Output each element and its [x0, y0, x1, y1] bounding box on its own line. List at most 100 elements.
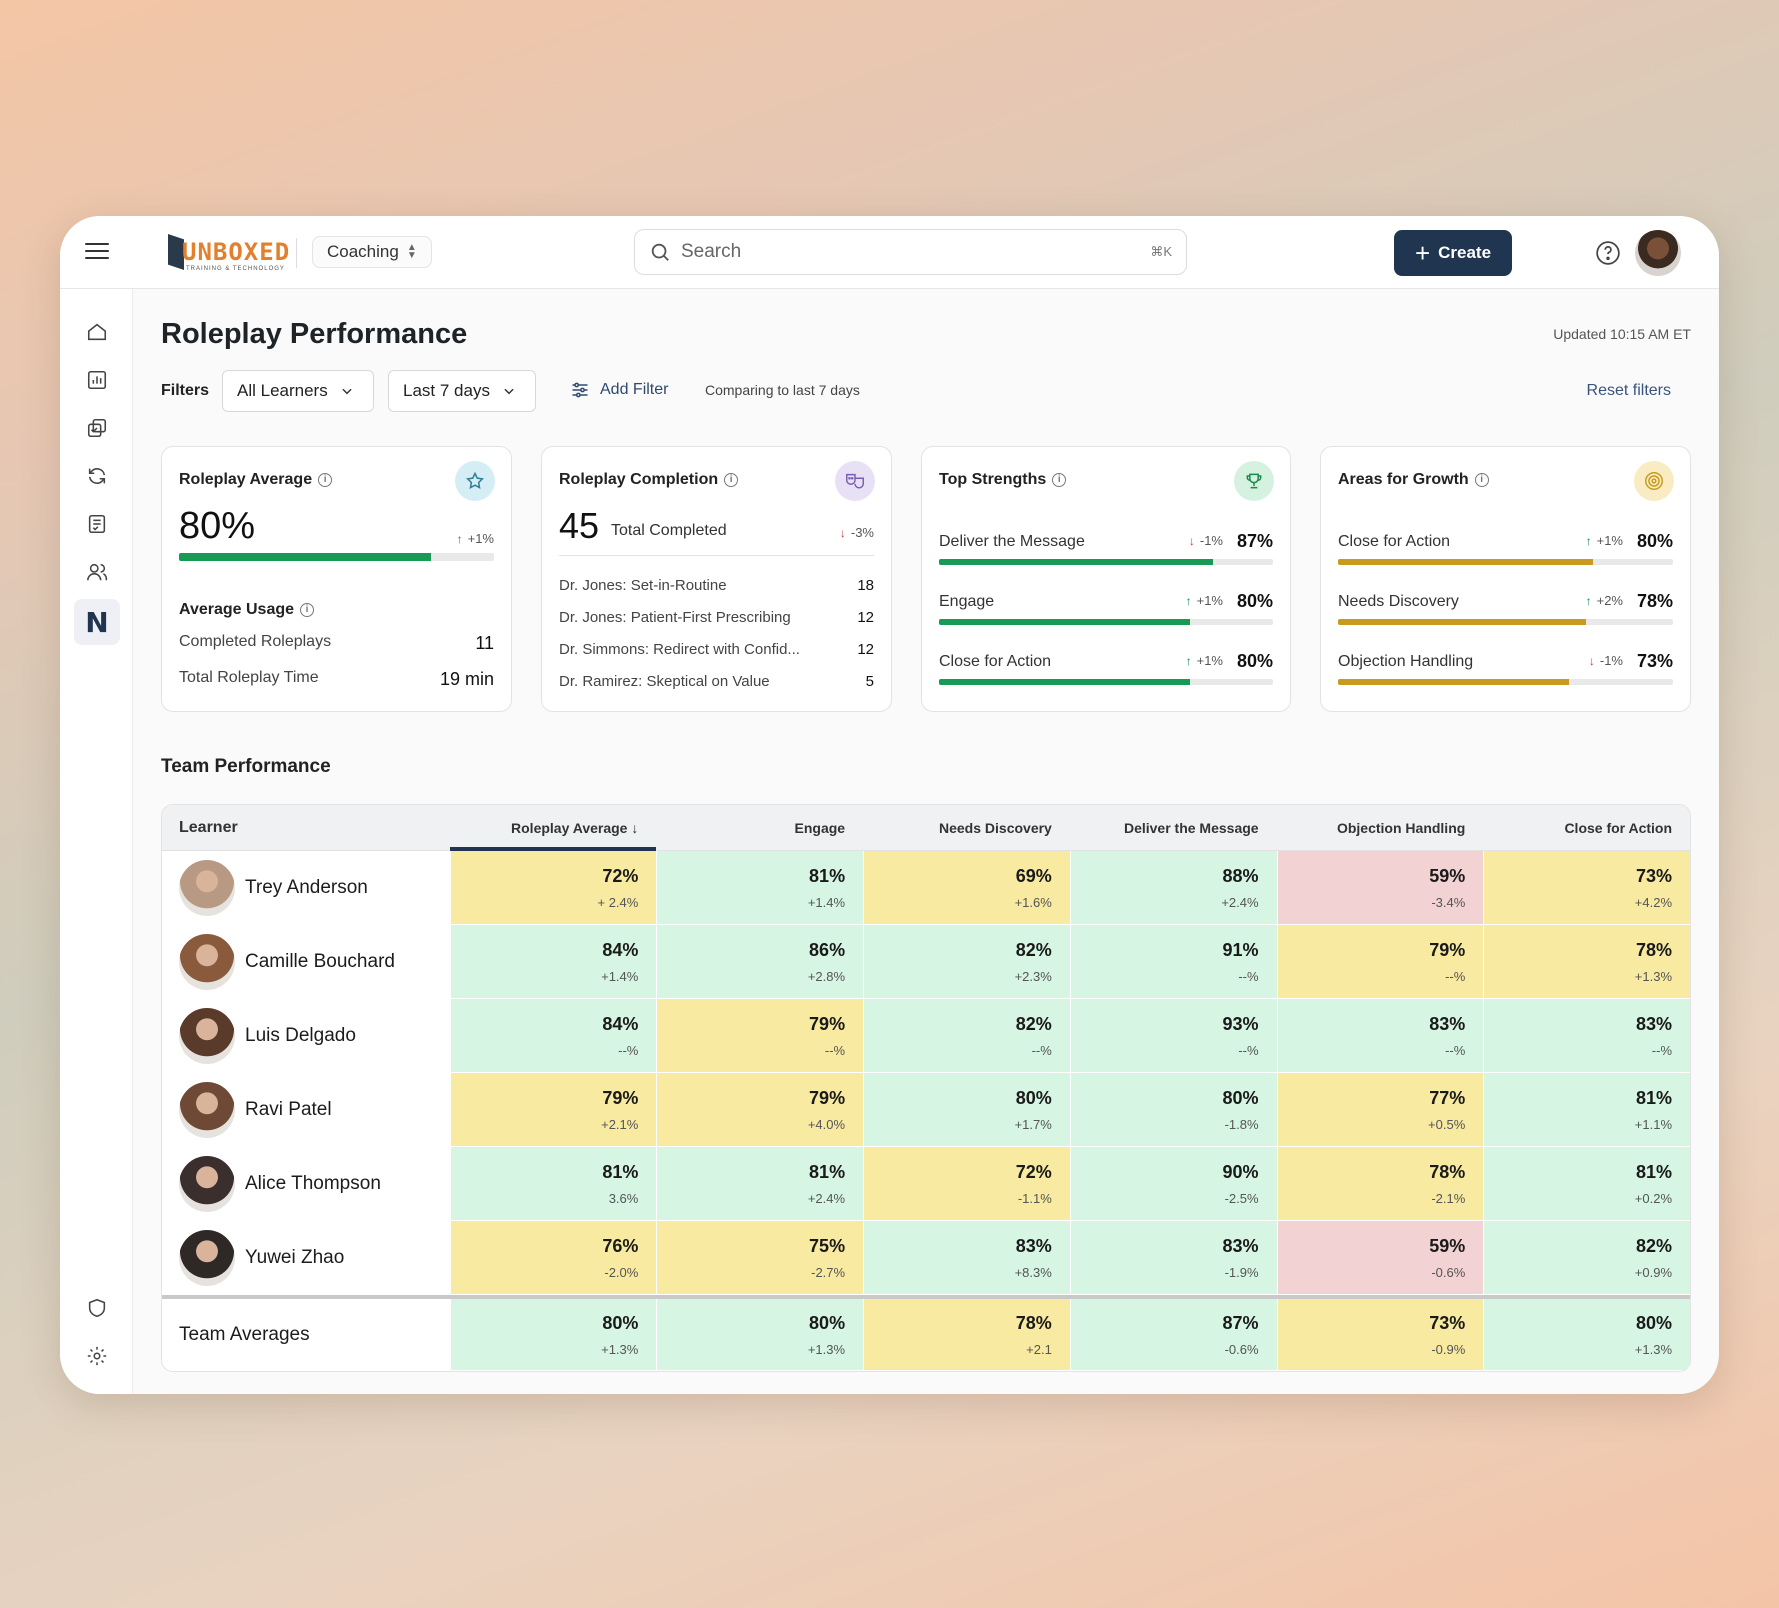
score-cell: 80% -1.8% [1069, 1073, 1277, 1146]
completion-row: Dr. Ramirez: Skeptical on Value 5 [559, 673, 874, 690]
score-value: 73% [1429, 1312, 1466, 1333]
gear-icon[interactable] [74, 1333, 120, 1379]
column-header[interactable]: Close for Action [1564, 819, 1673, 836]
plus-icon: + [1414, 238, 1431, 268]
score-value: 72% [1015, 1161, 1052, 1182]
metric-progress-bar [939, 619, 1273, 625]
score-delta: +2.4% [807, 1190, 846, 1206]
score-cell: 82% +2.3% [863, 925, 1070, 998]
score-cell: 81% +1.4% [656, 851, 864, 924]
score-delta: +1.3% [1634, 1341, 1673, 1357]
score-delta: +1.4% [601, 968, 639, 984]
card-title: Roleplay Completion i [559, 471, 739, 489]
users-icon[interactable] [74, 549, 120, 595]
table-row[interactable]: Ravi Patel 79% +2.1% 79% +4.0% 80% +1.7% 80% -1.… [162, 1073, 1690, 1147]
workspace-switcher[interactable]: Coaching ▲ ▼ [312, 236, 432, 268]
progress-fill [939, 559, 1213, 565]
help-icon[interactable] [1595, 240, 1621, 266]
usage-row: Completed Roleplays 11 [179, 633, 494, 654]
score-cell: 84% +1.4% [449, 925, 657, 998]
score-cell: 80% +1.7% [863, 1073, 1070, 1146]
metric-progress-bar [939, 679, 1273, 685]
period-filter[interactable]: Last 7 days [388, 370, 536, 412]
score-cell: 77% +0.5% [1276, 1073, 1484, 1146]
usage-label: Total Roleplay Time [179, 669, 319, 686]
info-icon[interactable]: i [318, 473, 333, 487]
score-value: 72% [602, 865, 639, 886]
usage-row: Total Roleplay Time 19 min [179, 669, 494, 690]
delta-text: +1% [1596, 533, 1623, 548]
create-button[interactable]: + Create [1394, 230, 1512, 276]
card-title: Top Strengths i [939, 471, 1067, 489]
column-header[interactable]: Needs Discovery [939, 819, 1052, 836]
delta-text: +2% [1596, 593, 1623, 608]
reset-filters-link[interactable]: Reset filters [1586, 382, 1671, 399]
score-delta: +0.2% [1634, 1190, 1673, 1206]
score-cell: 83% +8.3% [863, 1221, 1070, 1294]
search-input[interactable] [681, 241, 1141, 263]
table-row[interactable]: Yuwei Zhao 76% -2.0% 75% -2.7% 83% +8.3% 83% -1.… [162, 1221, 1690, 1295]
metric-delta: ↑ +1% [1186, 653, 1223, 668]
shield-icon[interactable] [74, 1285, 120, 1331]
menu-icon[interactable] [82, 238, 112, 268]
score-delta: +4.2% [1634, 894, 1673, 910]
table-row[interactable]: Camille Bouchard 84% +1.4% 86% +2.8% 82% +2.3%… [162, 925, 1690, 999]
score-delta: +2.4% [1221, 894, 1259, 910]
roleplay-completion-card: Roleplay Completion i 45 Total Completed … [541, 446, 892, 712]
score-value: 79% [809, 1013, 846, 1034]
table-row[interactable]: Luis Delgado 84% --% 79% --% 82% --% 93% --% 83% -… [162, 999, 1690, 1073]
score-cell: 81% 3.6% [449, 1147, 657, 1220]
score-cell: 75% -2.7% [656, 1221, 864, 1294]
arrow-up-icon: ↑ [1585, 593, 1592, 608]
table-row[interactable]: Trey Anderson 72% + 2.4% 81% +1.4% 69% +1.6% 88… [162, 851, 1690, 925]
progress-fill [179, 553, 431, 561]
score-value: 75% [809, 1235, 846, 1256]
info-icon[interactable]: i [1052, 473, 1067, 487]
metric-delta: ↑ +2% [1586, 593, 1623, 608]
roleplay-count: 18 [857, 577, 874, 594]
user-avatar[interactable] [1635, 230, 1681, 276]
metric-delta: ↓ -1% [1589, 653, 1623, 668]
metric-delta: ↑ +1% [1186, 593, 1223, 608]
score-delta: -0.9% [1431, 1341, 1466, 1357]
home-icon[interactable] [74, 309, 120, 355]
table-row[interactable]: Alice Thompson 81% 3.6% 81% +2.4% 72% -1.1% 90%… [162, 1147, 1690, 1221]
refresh-icon[interactable] [74, 453, 120, 499]
score-cell: 79% --% [656, 999, 864, 1072]
score-delta: --% [1238, 1042, 1259, 1058]
delta-text: +1% [467, 531, 494, 546]
delta-text: -1% [1599, 653, 1623, 668]
add-filter-button[interactable]: Add Filter [570, 380, 668, 400]
info-icon[interactable]: i [300, 603, 315, 617]
completion-value: 45 [559, 505, 600, 546]
score-delta: -0.6% [1224, 1341, 1259, 1357]
info-icon[interactable]: i [1474, 473, 1489, 487]
metric-value: 78% [1636, 591, 1673, 611]
roleplay-name: Dr. Simmons: Redirect with Confid... [559, 641, 800, 658]
learner-cell: Trey Anderson [162, 851, 450, 924]
progress-fill [939, 679, 1190, 685]
column-header[interactable]: Learner [179, 818, 238, 836]
column-header[interactable]: Engage [794, 819, 846, 836]
avatar [179, 1229, 235, 1286]
metric-value: 87% [1236, 531, 1273, 551]
n-logo-icon[interactable]: N [74, 599, 120, 645]
score-cell: 72% + 2.4% [449, 851, 657, 924]
doc-check-icon[interactable] [74, 501, 120, 547]
column-header[interactable]: Objection Handling [1336, 819, 1466, 836]
column-header[interactable]: Roleplay Average ↓ [449, 805, 657, 851]
learner-name: Camille Bouchard [245, 950, 395, 972]
learners-filter[interactable]: All Learners [222, 370, 374, 412]
search-bar[interactable]: ⌘K [634, 229, 1187, 275]
score-cell: 80% +1.3% [656, 1299, 864, 1370]
column-header[interactable]: Deliver the Message [1123, 819, 1259, 836]
chart-icon[interactable] [74, 357, 120, 403]
copy-check-icon[interactable] [74, 405, 120, 451]
metric-label: Objection Handling [1338, 653, 1474, 670]
score-delta: + 2.4% [597, 894, 639, 910]
learner-cell: Team Averages [162, 1299, 450, 1370]
roleplay-average-card: Roleplay Average i 80% ↑ +1% Average Usage… [161, 446, 512, 712]
info-icon[interactable]: i [724, 473, 739, 487]
delta-text: -3% [850, 525, 874, 540]
logo[interactable]: UNBOXED TRAINING & TECHNOLOGY [168, 232, 289, 274]
